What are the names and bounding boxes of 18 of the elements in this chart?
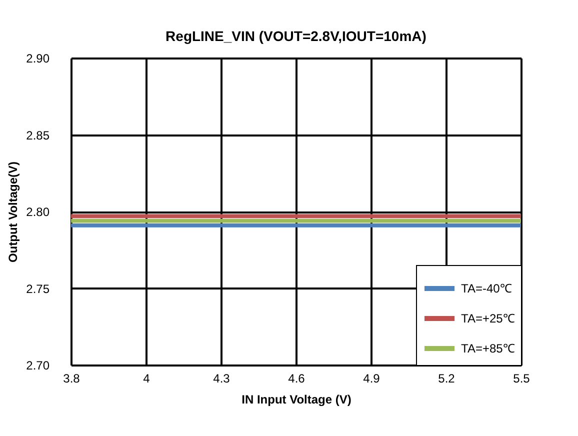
y-axis-title: Output Voltage(V) (6, 161, 20, 263)
x-axis-title: IN Input Voltage (V) (242, 392, 352, 406)
x-tick-label: 4.6 (288, 372, 306, 386)
legend-label: TA=-40℃ (461, 282, 512, 296)
y-tick-label: 2.75 (26, 282, 50, 296)
x-tick-label: 4 (143, 372, 150, 386)
x-tick-label: 5.2 (438, 372, 456, 386)
chart-title: RegLINE_VIN (VOUT=2.8V,IOUT=10mA) (166, 28, 426, 44)
y-tick-label: 2.85 (26, 128, 50, 142)
x-tick-label: 5.5 (513, 372, 530, 386)
x-tick-label: 3.8 (63, 372, 80, 386)
y-tick-label: 2.80 (26, 205, 50, 219)
x-tick-label: 4.9 (363, 372, 380, 386)
x-tick-label: 4.3 (213, 372, 230, 386)
y-tick-label: 2.70 (26, 358, 50, 372)
y-tick-label: 2.90 (26, 52, 50, 66)
legend-label: TA=+25℃ (461, 312, 515, 326)
legend-label: TA=+85℃ (461, 342, 515, 356)
